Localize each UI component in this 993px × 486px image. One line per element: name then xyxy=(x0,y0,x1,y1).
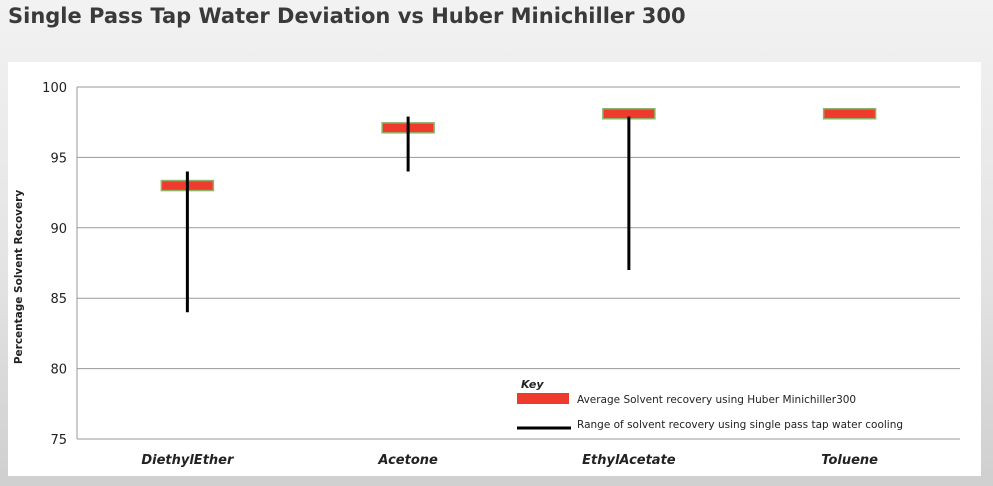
x-tick-label: Acetone xyxy=(377,453,438,468)
legend-average-label: Average Solvent recovery using Huber Min… xyxy=(577,394,856,406)
y-tick-label: 80 xyxy=(50,363,67,378)
x-tick-label: Toluene xyxy=(821,453,878,468)
chart-svg: 75 80 85 90 95 100 DiethylEther Acetone EthylAc… xyxy=(13,81,960,468)
y-tick-label: 75 xyxy=(50,433,67,448)
y-tick-labels: 75 80 85 90 95 100 xyxy=(42,81,67,448)
y-tick-label: 95 xyxy=(50,151,67,166)
average-bars xyxy=(160,108,877,192)
y-tick-label: 90 xyxy=(50,222,67,237)
y-axis-label: Percentage Solvent Recovery xyxy=(13,190,25,364)
legend: Key Average Solvent recovery using Huber… xyxy=(517,378,903,431)
x-tick-label: DiethylEther xyxy=(141,453,235,468)
x-tick-label: EthylAcetate xyxy=(582,453,676,468)
legend-average-swatch xyxy=(517,393,569,404)
y-tick-label: 85 xyxy=(50,292,67,307)
chart-title: Single Pass Tap Water Deviation vs Huber… xyxy=(8,4,686,28)
average-bar-Toluene xyxy=(822,108,877,120)
legend-title: Key xyxy=(521,378,544,391)
range-lines xyxy=(185,116,631,313)
y-tick-label: 100 xyxy=(42,81,67,96)
x-tick-labels: DiethylEther Acetone EthylAcetate Toluene xyxy=(141,453,878,468)
grid-lines xyxy=(76,86,960,440)
legend-range-label: Range of solvent recovery using single p… xyxy=(577,419,903,431)
chart-panel: 75 80 85 90 95 100 DiethylEther Acetone EthylAc… xyxy=(8,62,981,476)
